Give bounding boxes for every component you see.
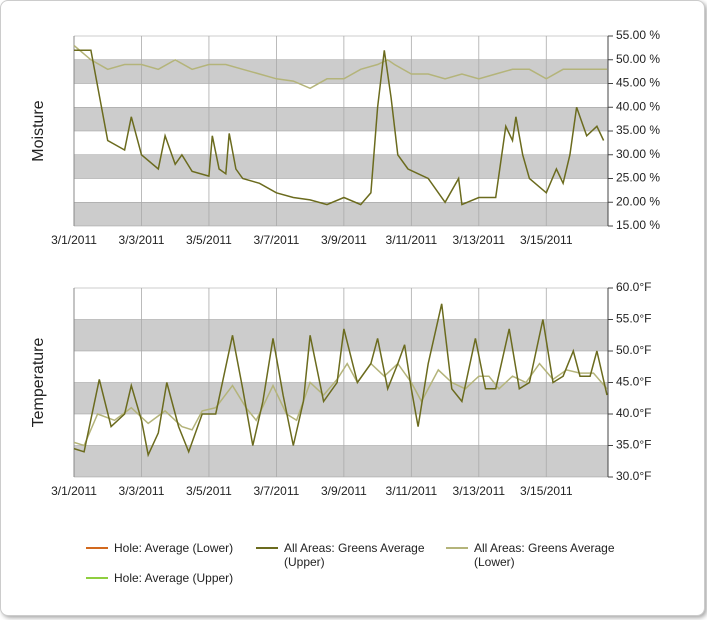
legend-swatch	[256, 547, 278, 549]
y-tick-label: 25.00 %	[616, 171, 660, 185]
charts: 15.00 % 20.00 % 25.00 % 30.00 % 35.00 % 40.00…	[30, 28, 660, 498]
series-line	[73, 303, 608, 458]
y-tick-label: 20.00 %	[616, 194, 660, 208]
x-tick-label: 3/7/2011	[253, 484, 299, 498]
legend-swatch	[446, 547, 468, 549]
x-tick-label: 3/7/2011	[253, 233, 299, 247]
y-axis-label: Temperature	[30, 337, 47, 427]
x-tick-label: 3/5/2011	[186, 484, 232, 498]
y-tick-label: 55.0°F	[616, 312, 651, 326]
x-tick-label: 3/15/2011	[520, 484, 573, 498]
legend-entry[interactable]: All Areas: Greens Average (Lower)	[446, 541, 616, 569]
legend-label: All Areas: Greens Average (Lower)	[474, 541, 615, 569]
x-tick-label: 3/9/2011	[321, 484, 367, 498]
x-tick-label: 3/5/2011	[186, 233, 232, 247]
series-line	[74, 49, 605, 206]
x-tick-label: 3/11/2011	[386, 484, 438, 498]
x-tick-label: 3/3/2011	[119, 233, 165, 247]
x-tick-label: 3/1/2011	[51, 233, 97, 247]
band	[74, 382, 608, 414]
band	[74, 107, 608, 131]
band	[74, 319, 608, 351]
y-tick-label: 40.0°F	[616, 406, 651, 420]
x-tick-label: 3/9/2011	[321, 233, 367, 247]
y-tick-label: 30.00 %	[616, 147, 660, 161]
x-tick-label: 3/15/2011	[520, 233, 573, 247]
y-tick-label: 40.00 %	[616, 99, 660, 113]
y-axis-label: Moisture	[30, 100, 47, 161]
legend-entry[interactable]: All Areas: Greens Average (Upper)	[256, 541, 426, 569]
x-tick-label: 3/1/2011	[51, 484, 97, 498]
x-tick-label: 3/3/2011	[119, 484, 165, 498]
x-tick-label: 3/13/2011	[453, 484, 506, 498]
band	[74, 445, 608, 477]
legend-entry[interactable]: Hole: Average (Upper)	[86, 571, 256, 585]
legend-entry[interactable]: Hole: Average (Lower)	[86, 541, 256, 555]
band	[74, 154, 608, 179]
legend-swatch	[86, 577, 108, 579]
y-tick-label: 15.00 %	[616, 218, 660, 232]
y-tick-label: 45.00 %	[616, 76, 660, 90]
band	[74, 59, 608, 84]
y-tick-label: 30.0°F	[616, 469, 651, 483]
series-line	[73, 44, 607, 90]
y-tick-label: 60.0°F	[616, 280, 651, 294]
legend-label: All Areas: Greens Average (Upper)	[284, 541, 425, 569]
x-tick-label: 3/11/2011	[386, 233, 438, 247]
legend-label: Hole: Average (Upper)	[114, 571, 234, 585]
y-tick-label: 35.0°F	[616, 438, 651, 452]
legend-swatch	[86, 547, 108, 549]
x-tick-label: 3/13/2011	[453, 233, 506, 247]
band	[74, 202, 608, 226]
y-tick-label: 35.00 %	[616, 123, 660, 137]
y-tick-label: 50.0°F	[616, 343, 651, 357]
legend-label: Hole: Average (Lower)	[114, 541, 234, 555]
y-tick-label: 55.00 %	[616, 28, 660, 42]
y-tick-label: 45.0°F	[616, 375, 651, 389]
y-tick-label: 50.00 %	[616, 52, 660, 66]
